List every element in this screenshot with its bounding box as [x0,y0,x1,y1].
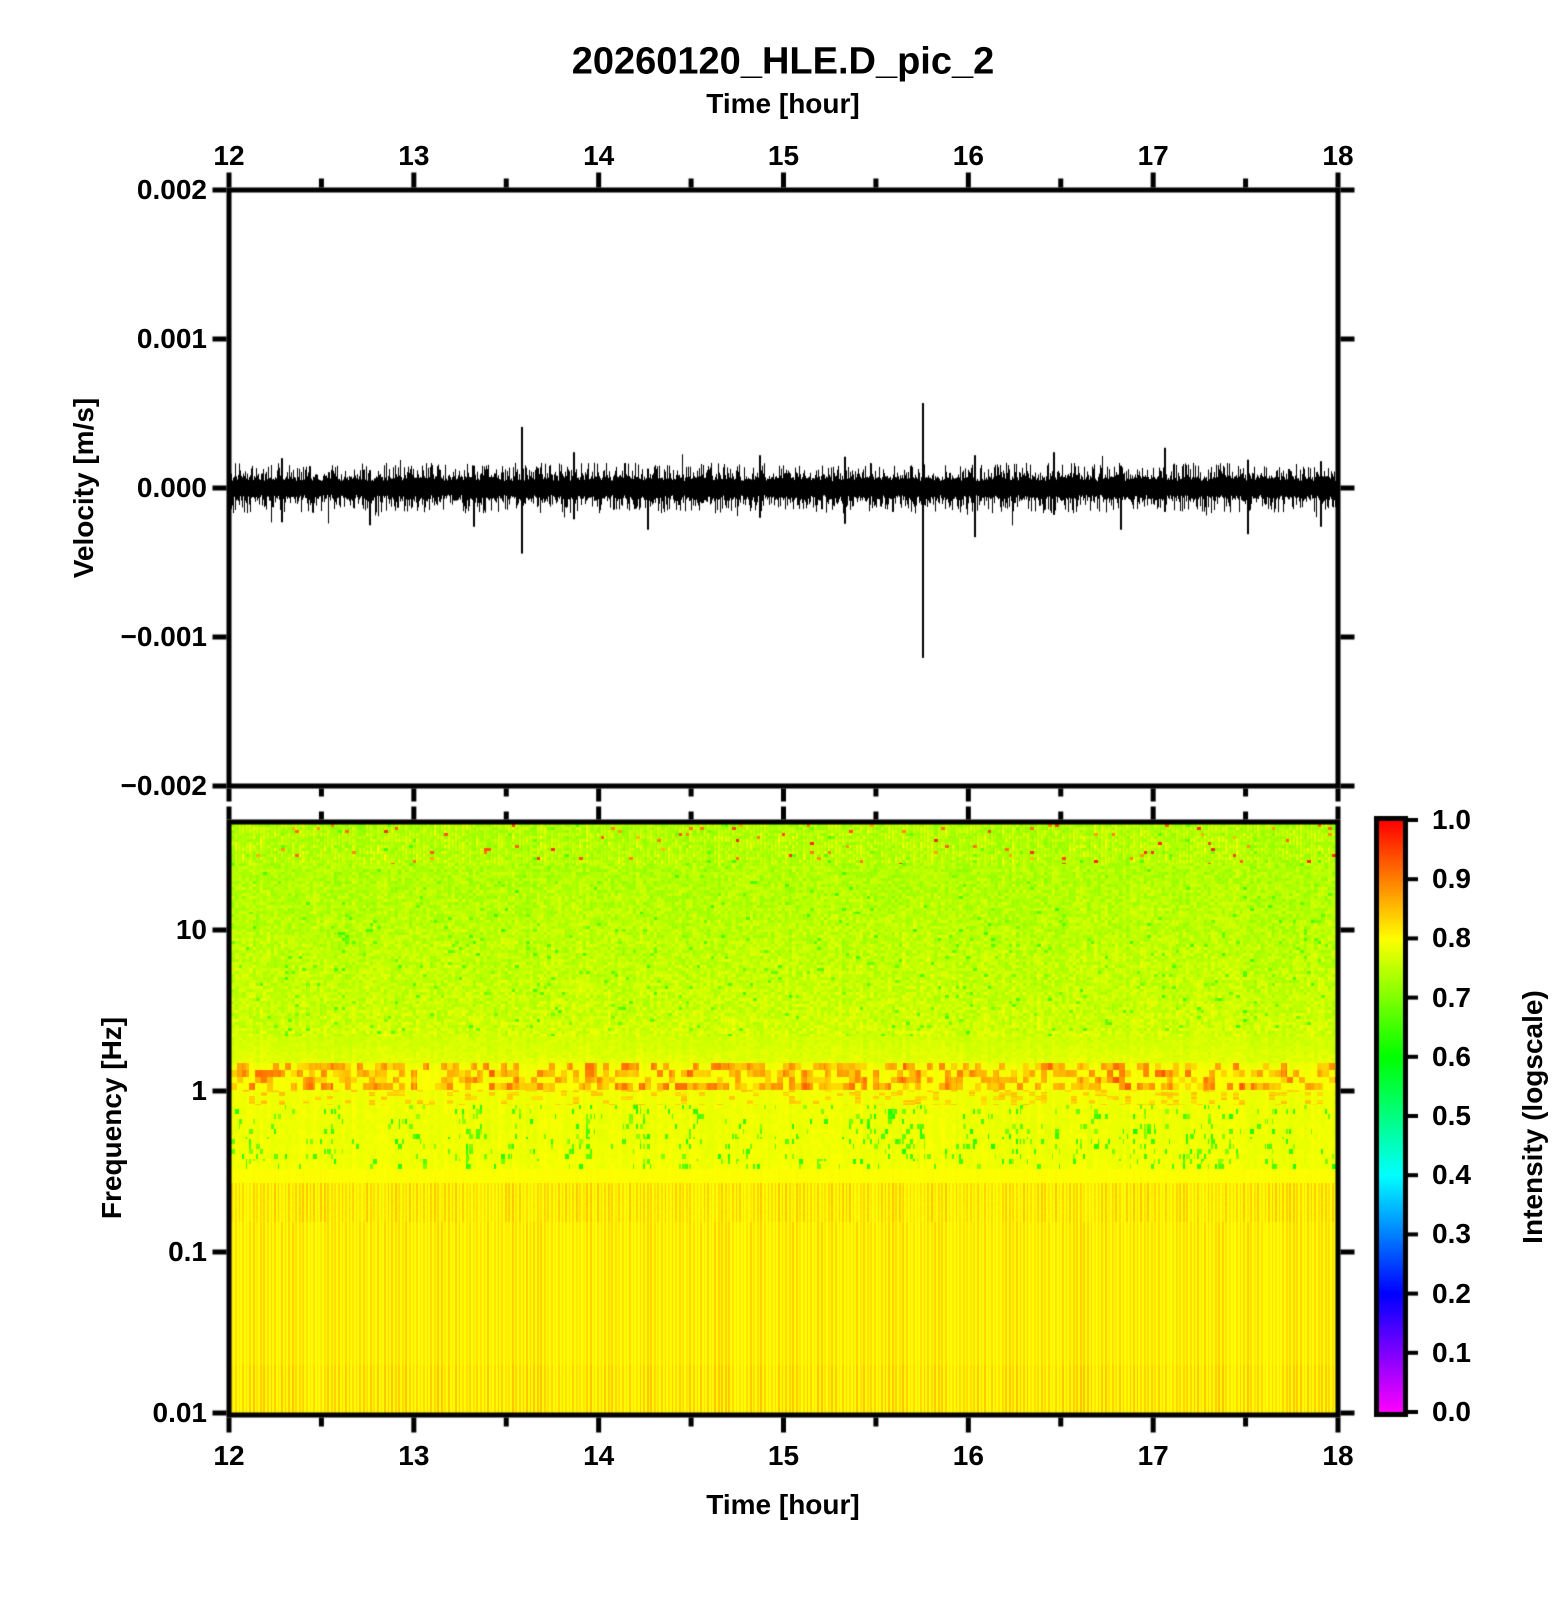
colorbar-tick-label: 0.7 [1432,981,1471,1013]
colorbar-tick-label: 0.6 [1432,1040,1471,1072]
colorbar-tick-label: 0.0 [1432,1396,1471,1427]
top-x-tick-label: 15 [767,140,800,171]
colorbar-tick-label: 0.8 [1432,922,1471,954]
bottom-axis-title: Time [hour] [706,1489,860,1520]
colorbar-tick-label: 0.9 [1432,863,1471,895]
velocity-tick-label: 0.001 [136,323,207,354]
top-x-tick-label: 12 [213,140,245,171]
velocity-tick-label: −0.001 [120,621,207,652]
colorbar-tick-label: 0.1 [1432,1336,1471,1368]
colorbar-tick-label: 0.4 [1432,1159,1471,1191]
bottom-x-tick-label: 13 [398,1440,430,1471]
colorbar-label: Intensity (logscale) [1517,990,1548,1244]
bottom-x-tick-label: 16 [952,1440,984,1471]
top-x-tick-label: 14 [583,140,615,171]
frequency-tick-label: 1 [191,1075,207,1106]
frequency-tick-label: 0.01 [152,1397,208,1428]
bottom-x-tick-label: 12 [213,1440,245,1471]
frequency-tick-label: 0.1 [168,1236,207,1267]
top-x-tick-label: 17 [1137,140,1169,171]
bottom-x-tick-label: 15 [767,1440,800,1471]
figure-title: 20260120_HLE.D_pic_2 [571,40,995,83]
colorbar-tick-label: 0.3 [1432,1218,1471,1250]
colorbar-tick-label: 0.2 [1432,1277,1471,1309]
velocity-tick-label: 0.000 [136,472,207,503]
velocity-axis-label: Velocity [m/s] [68,397,99,579]
top-x-tick-label: 18 [1322,140,1354,171]
velocity-tick-label: 0.002 [136,174,207,205]
bottom-x-tick-label: 14 [583,1440,615,1471]
frequency-tick-label: 10 [175,914,207,945]
colorbar-tick-label: 1.0 [1432,804,1471,835]
bottom-x-tick-label: 17 [1137,1440,1169,1471]
top-axis-title: Time [hour] [706,88,860,119]
top-x-tick-label: 13 [398,140,430,171]
bottom-x-tick-label: 18 [1322,1440,1354,1471]
colorbar-tick-label: 0.5 [1432,1100,1471,1131]
frequency-axis-label: Frequency [Hz] [96,1016,127,1220]
top-x-tick-label: 16 [952,140,984,171]
velocity-tick-label: −0.002 [120,770,207,801]
